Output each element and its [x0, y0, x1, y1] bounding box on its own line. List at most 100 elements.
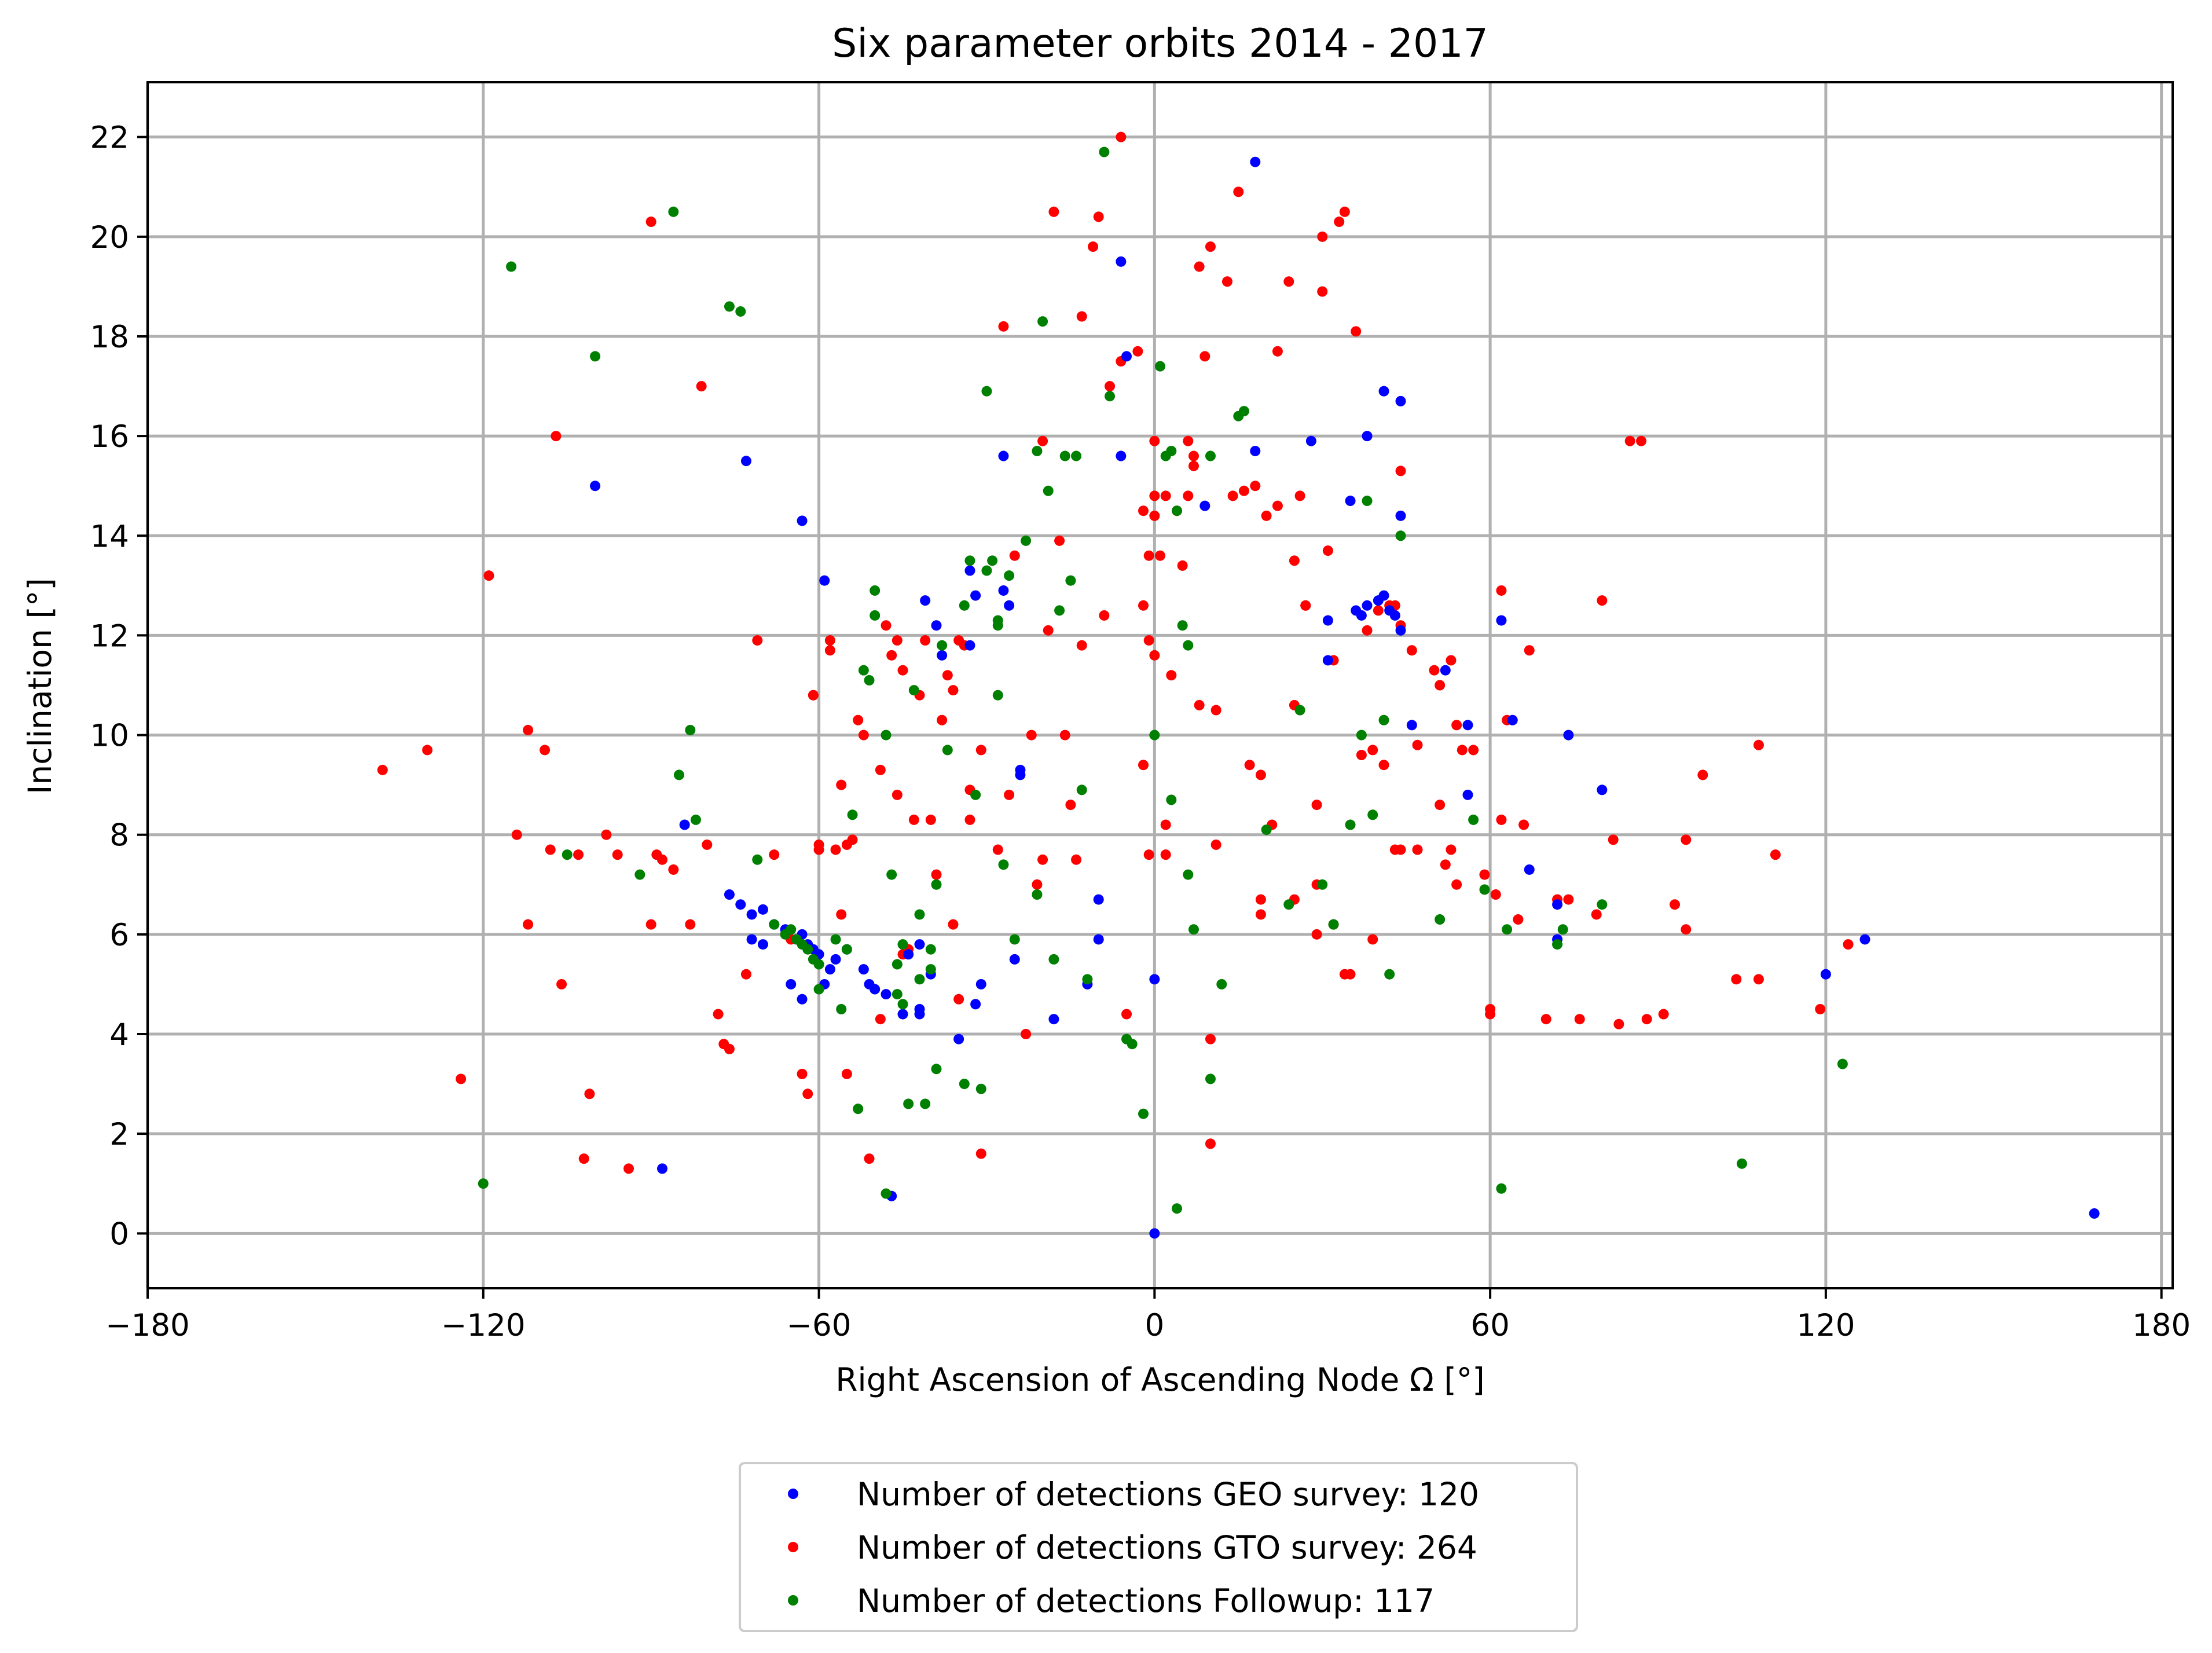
data-point — [1043, 485, 1054, 496]
data-point — [1736, 1158, 1747, 1169]
data-point — [1317, 231, 1328, 242]
data-point — [1563, 730, 1574, 741]
data-point — [1205, 450, 1216, 461]
data-point — [696, 381, 707, 392]
data-point — [975, 745, 986, 756]
data-point — [786, 978, 797, 989]
data-point — [786, 924, 797, 935]
data-point — [1395, 510, 1406, 521]
data-point — [1138, 1108, 1149, 1119]
data-point — [746, 909, 757, 920]
data-point — [1362, 600, 1373, 611]
data-point — [1507, 714, 1518, 725]
data-point — [1188, 460, 1199, 471]
data-point — [1048, 206, 1059, 217]
data-point — [1468, 745, 1479, 756]
data-point — [903, 949, 914, 960]
data-point — [1613, 1018, 1624, 1029]
data-point — [1356, 750, 1367, 761]
data-point — [881, 620, 892, 631]
data-point — [836, 779, 847, 790]
data-point — [1250, 481, 1261, 492]
data-point — [864, 1153, 875, 1164]
data-point — [897, 1009, 908, 1020]
data-point — [1557, 924, 1568, 935]
data-point — [1731, 974, 1742, 985]
data-point — [1311, 800, 1322, 811]
data-point — [735, 899, 746, 910]
data-point — [1127, 1039, 1138, 1050]
data-point — [1149, 974, 1160, 985]
data-point — [1820, 969, 1831, 980]
data-point — [858, 665, 869, 676]
data-point — [769, 919, 780, 930]
data-point — [1462, 789, 1473, 800]
data-point — [1216, 978, 1227, 989]
data-point — [1138, 760, 1149, 771]
data-point — [1183, 640, 1194, 651]
data-point — [1378, 386, 1389, 397]
data-point — [981, 565, 992, 576]
data-point — [1624, 435, 1635, 446]
data-point — [1205, 241, 1216, 252]
data-point — [578, 1153, 589, 1164]
data-point — [590, 351, 601, 362]
data-point — [1395, 530, 1406, 541]
data-point — [1429, 665, 1440, 676]
data-point — [1435, 800, 1446, 811]
data-point — [1406, 720, 1417, 731]
data-point — [975, 1148, 986, 1159]
data-point — [942, 745, 953, 756]
data-point — [752, 635, 763, 646]
y-axis-ticks: 0 2 4 6 8 10 12 14 16 18 20 22 — [90, 120, 148, 1252]
data-point — [797, 994, 808, 1005]
data-point — [908, 685, 919, 696]
data-point — [1378, 760, 1389, 771]
data-point — [1037, 316, 1048, 327]
data-point — [797, 1068, 808, 1079]
data-point — [656, 854, 667, 865]
data-point — [545, 844, 556, 855]
data-point — [1597, 595, 1608, 606]
data-point — [1160, 819, 1171, 830]
data-point — [1082, 974, 1093, 985]
y-tick-label: 6 — [109, 918, 129, 953]
data-point — [1395, 844, 1406, 855]
data-point — [937, 650, 948, 661]
data-point — [1160, 849, 1171, 860]
data-point — [1233, 186, 1244, 197]
data-point — [897, 999, 908, 1010]
data-point — [540, 745, 551, 756]
data-point — [735, 306, 746, 317]
data-point — [998, 859, 1009, 870]
y-axis-label: Inclination [°] — [21, 578, 58, 794]
data-point — [1322, 655, 1333, 666]
data-point — [1099, 610, 1110, 621]
data-point — [914, 909, 925, 920]
data-point — [1435, 680, 1446, 691]
data-point — [1440, 859, 1451, 870]
data-point — [1026, 730, 1037, 741]
data-point — [562, 849, 573, 860]
data-point — [1513, 914, 1524, 925]
legend-label-geo: Number of detections GEO survey: 120 — [857, 1476, 1479, 1513]
data-point — [1317, 286, 1328, 297]
data-point — [881, 989, 892, 1000]
data-point — [925, 814, 936, 825]
data-point — [931, 620, 942, 631]
data-point — [1367, 745, 1378, 756]
data-point — [1362, 431, 1373, 442]
data-point — [623, 1163, 634, 1174]
data-point — [1255, 909, 1266, 920]
data-point — [1183, 869, 1194, 880]
data-point — [992, 690, 1003, 701]
data-point — [1183, 435, 1194, 446]
data-point — [836, 909, 847, 920]
data-point — [702, 839, 713, 850]
data-point — [959, 600, 970, 611]
data-point — [757, 904, 768, 915]
data-point — [813, 984, 824, 995]
data-point — [690, 814, 701, 825]
data-point — [875, 1014, 886, 1025]
data-point — [685, 919, 696, 930]
